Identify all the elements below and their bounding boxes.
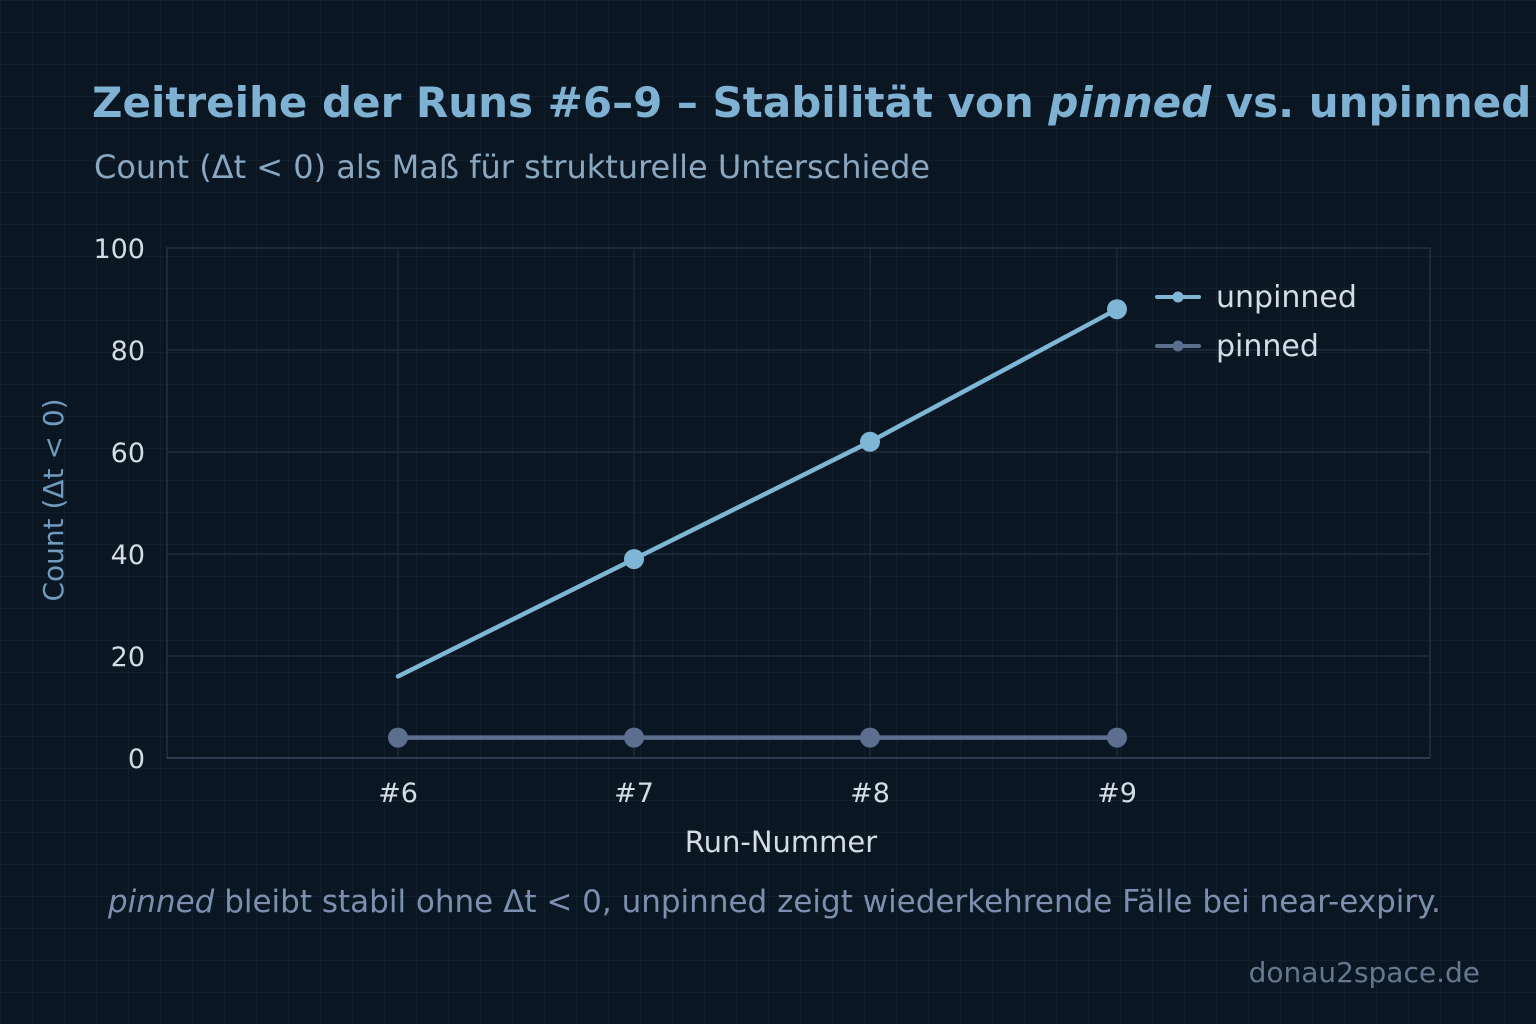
brand-label: donau2space.de	[1248, 956, 1480, 989]
x-axis-label: Run-Nummer	[685, 825, 877, 859]
chart-subtitle: Count (Δt < 0) als Maß für strukturelle …	[94, 148, 931, 186]
y-axis-label: Count (Δt < 0)	[37, 398, 70, 601]
data-point-pinned	[624, 727, 644, 748]
title-lead: Zeitreihe der Runs #6–9 – Stabilität von	[92, 78, 1049, 127]
footer-rest: bleibt stabil ohne Δt < 0, unpinned zeig…	[214, 884, 1441, 920]
x-tick-label: #8	[850, 778, 890, 809]
data-point-unpinned	[860, 431, 880, 452]
y-tick-label: 20	[111, 642, 145, 673]
legend-label-pinned: pinned	[1216, 329, 1319, 364]
legend-marker-unpinned	[1172, 291, 1184, 303]
y-tick-label: 0	[128, 744, 145, 775]
x-tick-label: #6	[378, 778, 418, 809]
x-tick-label: #7	[614, 778, 654, 809]
legend-marker-pinned	[1172, 340, 1184, 352]
data-point-unpinned	[624, 549, 644, 570]
y-tick-label: 40	[111, 540, 145, 571]
footer-emph: pinned	[108, 884, 215, 920]
footer-note: pinned bleibt stabil ohne Δt < 0, unpinn…	[108, 884, 1441, 920]
legend-label-unpinned: unpinned	[1216, 280, 1357, 315]
y-tick-label: 60	[111, 438, 145, 469]
title-emph: pinned	[1048, 78, 1212, 127]
data-point-pinned	[388, 727, 408, 748]
chart-title: Zeitreihe der Runs #6–9 – Stabilität von…	[92, 78, 1531, 127]
x-tick-label: #9	[1097, 778, 1137, 809]
y-tick-label: 80	[111, 336, 145, 367]
plot-frame	[166, 247, 1431, 759]
title-tail: vs. unpinned	[1211, 78, 1532, 127]
data-point-pinned	[1107, 727, 1127, 748]
data-point-unpinned	[1107, 299, 1127, 320]
series-line-unpinned	[395, 306, 1120, 679]
data-point-pinned	[860, 727, 880, 748]
y-tick-label: 100	[93, 234, 145, 265]
